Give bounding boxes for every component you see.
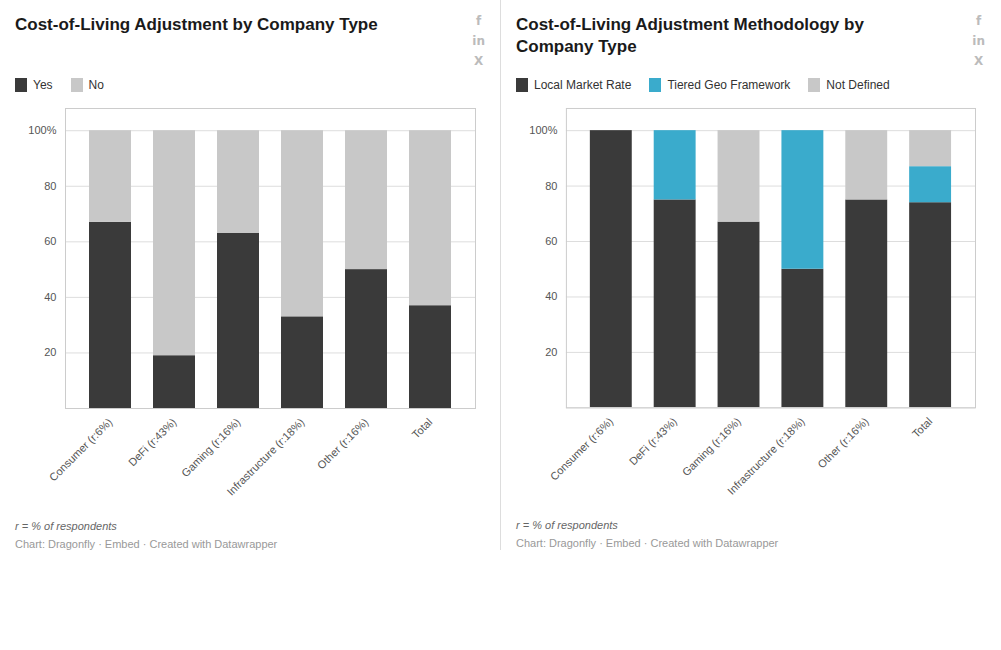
svg-text:Total: Total bbox=[910, 415, 935, 440]
html-text:Chart: Dragonfly · Embed · Cre: Chart: Dragonfly · Embed · Created with … bbox=[516, 537, 779, 550]
html-text:Local Market Rate: Local Market Rate bbox=[534, 78, 632, 92]
html-text:in: in bbox=[472, 34, 485, 48]
svg-text:Consumer (r:6%): Consumer (r:6%) bbox=[47, 416, 115, 484]
svg-text:Other (r:16%): Other (r:16%) bbox=[815, 415, 870, 470]
svg-text:80: 80 bbox=[545, 180, 557, 192]
svg-text:100%: 100% bbox=[28, 124, 56, 136]
html-text:f: f bbox=[976, 14, 982, 28]
svg-text:Total: Total bbox=[409, 416, 434, 441]
svg-text:60: 60 bbox=[44, 235, 56, 247]
html-text:in: in bbox=[972, 34, 985, 48]
svg-text:60: 60 bbox=[545, 235, 557, 247]
svg-text:80: 80 bbox=[44, 180, 56, 192]
svg-text:100%: 100% bbox=[529, 124, 557, 136]
html-text:r = % of respondents: r = % of respondents bbox=[15, 520, 117, 532]
svg-text:20: 20 bbox=[545, 346, 557, 358]
html-text:f: f bbox=[476, 14, 482, 28]
html-text:X: X bbox=[474, 54, 484, 68]
html-text:Yes: Yes bbox=[33, 78, 53, 92]
html-text:Chart: Dragonfly · Embed · Cre: Chart: Dragonfly · Embed · Created with … bbox=[15, 538, 278, 550]
html-text:Not Defined: Not Defined bbox=[826, 78, 890, 92]
svg-text:Consumer (r:6%): Consumer (r:6%) bbox=[548, 415, 616, 483]
svg-text:DeFi (r:43%): DeFi (r:43%) bbox=[627, 415, 679, 467]
html-text:Tiered Geo Framework: Tiered Geo Framework bbox=[667, 78, 791, 92]
svg-text:Infrastructure (r:18%): Infrastructure (r:18%) bbox=[725, 415, 807, 497]
svg-text:40: 40 bbox=[44, 291, 56, 303]
html-text:X: X bbox=[974, 54, 984, 68]
svg-text:DeFi (r:43%): DeFi (r:43%) bbox=[126, 416, 179, 469]
html-text:r = % of respondents: r = % of respondents bbox=[516, 519, 618, 532]
svg-text:Gaming (r:16%): Gaming (r:16%) bbox=[179, 416, 242, 479]
html-text:Cost-of-Living Adjustment Meth: Cost-of-Living Adjustment Methodology by… bbox=[516, 15, 864, 57]
html-text:No: No bbox=[88, 78, 104, 92]
svg-text:Infrastructure (r:18%): Infrastructure (r:18%) bbox=[224, 416, 306, 498]
svg-text:Gaming (r:16%): Gaming (r:16%) bbox=[680, 415, 743, 478]
svg-text:20: 20 bbox=[44, 346, 56, 358]
html-text:Cost-of-Living Adjustment by C: Cost-of-Living Adjustment by Company Typ… bbox=[15, 15, 378, 34]
svg-text:Other (r:16%): Other (r:16%) bbox=[315, 416, 371, 472]
svg-text:40: 40 bbox=[545, 290, 557, 302]
